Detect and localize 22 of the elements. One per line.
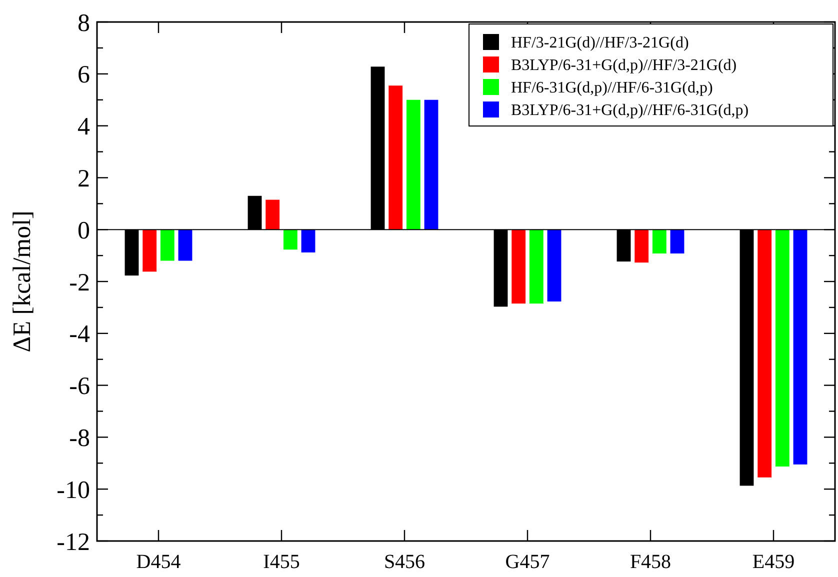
y-axis-title: ΔE [kcal/mol] <box>9 210 36 352</box>
y-tick-label: 8 <box>78 10 90 37</box>
y-tick-label: -8 <box>69 424 90 452</box>
y-tick-label: 0 <box>78 217 90 244</box>
y-tick-label: 6 <box>78 62 90 89</box>
x-tick-label: S456 <box>384 551 426 573</box>
legend-label: B3LYP/6-31+G(d,p)//HF/6-31G(d,p) <box>511 102 749 120</box>
x-tick-label: I455 <box>263 551 300 573</box>
y-tick-label: 4 <box>78 114 90 141</box>
x-tick-label: G457 <box>505 551 550 573</box>
x-tick-label: E459 <box>752 551 795 573</box>
y-tick-label: -4 <box>69 321 90 348</box>
legend-label: HF/6-31G(d,p)//HF/6-31G(d,p) <box>511 80 713 97</box>
legend-label: HF/3-21G(d)//HF/3-21G(d) <box>511 34 689 52</box>
x-tick-label: F458 <box>630 551 672 573</box>
y-tick-label: -10 <box>56 476 90 504</box>
legend-label: B3LYP/6-31+G(d,p)//HF/3-21G(d) <box>511 57 737 74</box>
y-tick-label: -6 <box>69 373 90 400</box>
y-tick-label: -2 <box>69 269 90 296</box>
x-tick-label: D454 <box>136 551 181 573</box>
y-tick-label: 2 <box>78 165 90 192</box>
y-tick-label: -12 <box>56 528 90 556</box>
